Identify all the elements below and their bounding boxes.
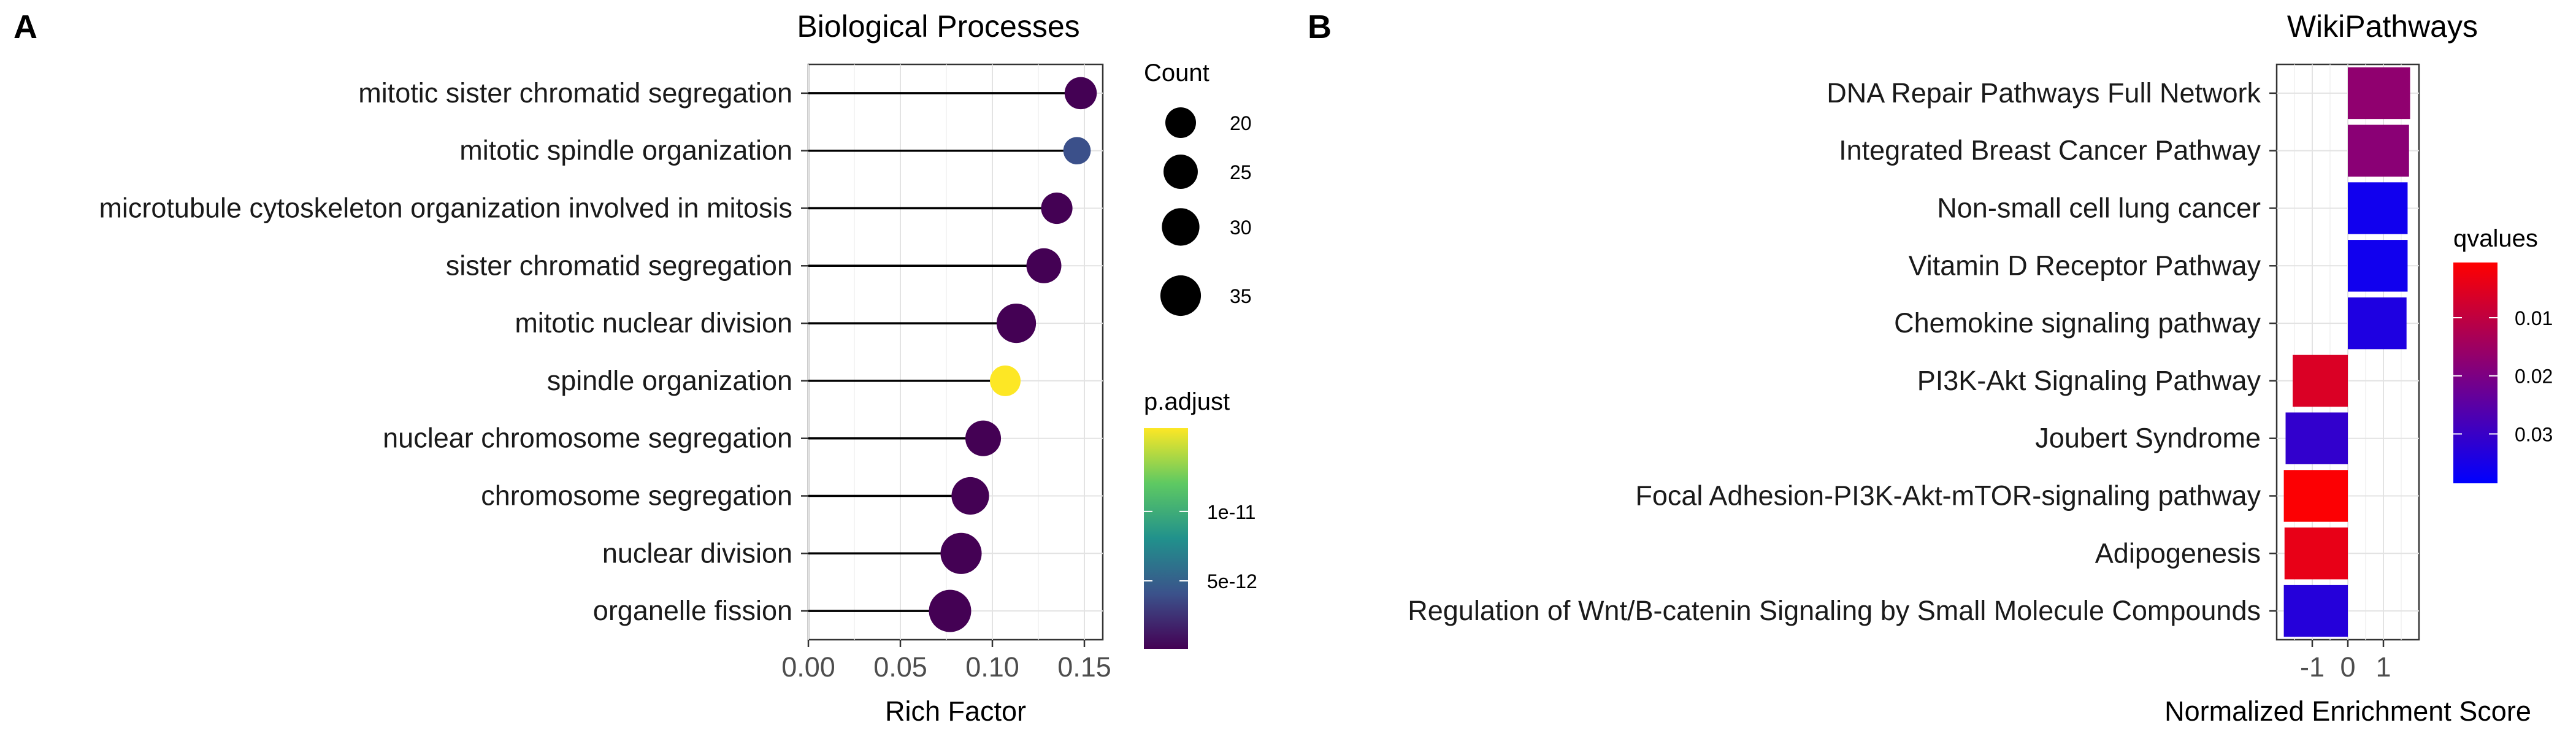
nes-bar — [2348, 182, 2408, 234]
panel-a-letter: A — [13, 9, 37, 45]
pathway-label: Non-small cell lung cancer — [1937, 193, 2261, 224]
pathway-label: Integrated Breast Cancer Pathway — [1839, 135, 2261, 166]
count-legend: Count 20 25 30 35 — [1144, 59, 1252, 316]
qvalues-colorbar — [2453, 263, 2497, 483]
qvalues-legend-label: 0.03 — [2515, 423, 2553, 445]
category-label: microtubule cytoskeleton organization in… — [99, 193, 792, 224]
qvalues-legend-title: qvalues — [2453, 225, 2538, 252]
x-tick-label: 0.10 — [965, 651, 1019, 683]
panel-a: A Biological Processes mitotic sister ch… — [13, 9, 1257, 727]
panel-b-letter: B — [1308, 9, 1332, 45]
p-adjust-colorbar — [1144, 428, 1188, 649]
panel-a-title: Biological Processes — [797, 9, 1079, 44]
pathway-label: PI3K-Akt Signaling Pathway — [1917, 365, 2261, 396]
count-legend-key — [1163, 155, 1198, 189]
count-legend-label: 35 — [1230, 285, 1252, 307]
count-legend-key — [1165, 107, 1196, 138]
panel-a-marks — [808, 77, 1097, 632]
pathway-label: Joubert Syndrome — [2035, 423, 2261, 454]
lollipop-point — [1041, 192, 1073, 224]
count-legend-key — [1160, 275, 1202, 316]
lollipop-point — [996, 303, 1037, 343]
panel-b-marks — [2283, 67, 2410, 637]
x-tick-label: 0.00 — [781, 651, 835, 683]
qvalues-legend-label: 0.02 — [2515, 366, 2553, 388]
nes-bar — [2293, 355, 2348, 407]
nes-bar — [2283, 470, 2348, 522]
category-label: nuclear division — [602, 537, 792, 569]
panel-a-y-labels: mitotic sister chromatid segregation mito… — [99, 77, 808, 626]
nes-bar — [2283, 585, 2348, 637]
p-adjust-legend-title: p.adjust — [1144, 388, 1230, 415]
category-label: mitotic sister chromatid segregation — [358, 77, 792, 109]
p-adjust-legend-label: 5e-12 — [1207, 570, 1257, 592]
lollipop-point — [965, 420, 1002, 456]
lollipop-point — [940, 532, 982, 574]
lollipop-point — [990, 365, 1021, 396]
x-tick-label: 1 — [2375, 651, 2391, 683]
nes-bar — [2348, 125, 2409, 177]
nes-bar — [2348, 67, 2410, 120]
category-label: sister chromatid segregation — [446, 250, 792, 281]
lollipop-point — [1026, 248, 1062, 283]
nes-bar — [2348, 240, 2408, 292]
category-label: organelle fission — [593, 595, 792, 626]
category-label: mitotic spindle organization — [459, 135, 792, 166]
pathway-label: Focal Adhesion-PI3K-Akt-mTOR-signaling p… — [1635, 480, 2261, 512]
panel-b-x-ticks: -1 0 1 — [2300, 640, 2391, 683]
count-legend-key — [1162, 208, 1200, 246]
count-legend-title: Count — [1144, 59, 1209, 86]
lollipop-point — [951, 477, 989, 515]
pathway-label: DNA Repair Pathways Full Network — [1827, 77, 2261, 109]
count-legend-label: 30 — [1230, 217, 1252, 239]
lollipop-point — [1064, 77, 1097, 110]
qvalues-legend: qvalues 0.01 0.02 0.03 — [2453, 225, 2553, 483]
panel-b: B WikiPathways DNA Repair Pathways Full … — [1308, 9, 2553, 727]
category-label: chromosome segregation — [481, 480, 792, 512]
p-adjust-legend-label: 1e-11 — [1207, 501, 1255, 523]
panel-a-x-ticks: 0.00 0.05 0.10 0.15 — [781, 640, 1111, 683]
category-label: nuclear chromosome segregation — [383, 423, 792, 454]
lollipop-point — [1063, 137, 1091, 165]
x-tick-label: 0.05 — [873, 651, 927, 683]
x-tick-label: 0 — [2340, 651, 2355, 683]
nes-bar — [2285, 412, 2348, 464]
pathway-label: Vitamin D Receptor Pathway — [1909, 250, 2261, 281]
panel-b-x-axis-title: Normalized Enrichment Score — [2164, 696, 2531, 727]
panel-b-title: WikiPathways — [2287, 9, 2478, 44]
category-label: spindle organization — [547, 365, 792, 396]
nes-bar — [2348, 297, 2407, 350]
pathway-label: Adipogenesis — [2095, 537, 2261, 569]
count-legend-label: 20 — [1230, 112, 1252, 134]
lollipop-point — [929, 589, 972, 632]
nes-bar — [2284, 527, 2348, 580]
x-tick-label: 0.15 — [1057, 651, 1111, 683]
x-tick-label: -1 — [2300, 651, 2325, 683]
count-legend-label: 25 — [1230, 161, 1252, 183]
panel-b-y-labels: DNA Repair Pathways Full Network Integrat… — [1408, 77, 2277, 626]
p-adjust-legend: p.adjust 5e-12 1e-11 — [1144, 388, 1257, 649]
pathway-label: Regulation of Wnt/B-catenin Signaling by… — [1408, 595, 2261, 626]
pathway-label: Chemokine signaling pathway — [1894, 307, 2261, 339]
category-label: mitotic nuclear division — [515, 307, 792, 339]
panel-a-x-axis-title: Rich Factor — [885, 696, 1026, 727]
qvalues-legend-label: 0.01 — [2515, 307, 2553, 329]
